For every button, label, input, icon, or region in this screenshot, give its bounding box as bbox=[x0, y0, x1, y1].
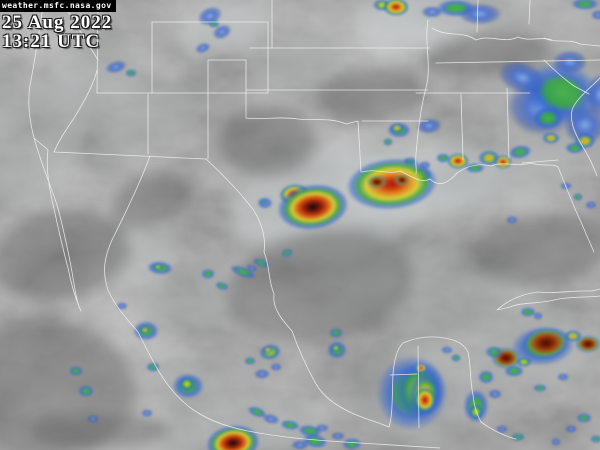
storm-cells bbox=[69, 0, 600, 450]
time-label: 13:21 UTC bbox=[2, 31, 101, 52]
state-borders bbox=[28, 0, 600, 449]
source-banner: weather.msfc.nasa.gov bbox=[0, 0, 116, 12]
date-label: 25 Aug 2022 bbox=[2, 12, 113, 33]
